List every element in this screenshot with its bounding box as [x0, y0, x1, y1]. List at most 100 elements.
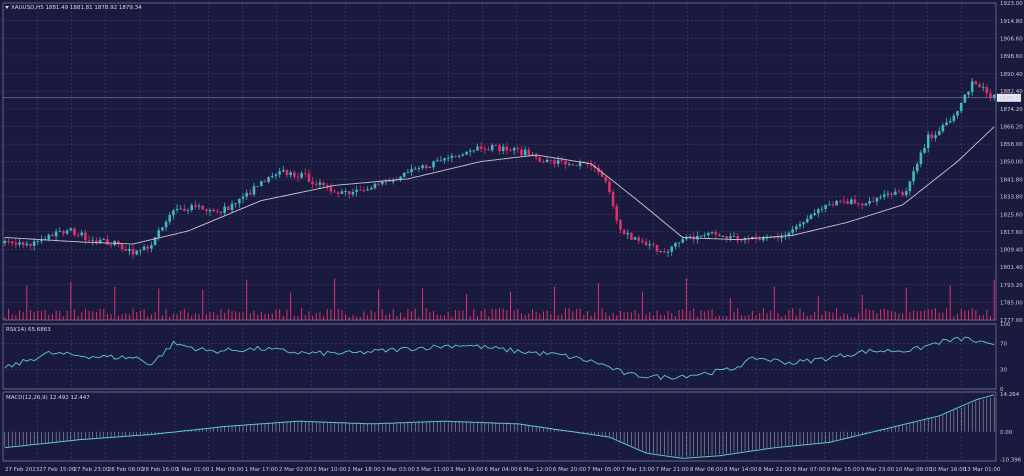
candle-body [644, 241, 648, 246]
candle-body [439, 160, 443, 162]
candle-body [805, 218, 809, 223]
x-axis-label: 9 Mar 15:00 [827, 467, 861, 473]
candle-body [435, 160, 439, 162]
candle-body [824, 205, 827, 209]
candle-body [131, 248, 135, 255]
candle-body [322, 182, 325, 186]
x-axis-label: 2 Mar 18:00 [347, 467, 381, 473]
candle-body [941, 125, 945, 132]
candle-body [498, 145, 501, 152]
price-tick-label: 1898.60 [1000, 54, 1023, 60]
candle-body [7, 240, 10, 242]
candle-body [655, 245, 659, 252]
candle-body [802, 222, 805, 225]
candle-body [234, 203, 237, 205]
price-tick-label: 1777.00 [1000, 318, 1023, 324]
candle-body [732, 236, 736, 237]
candle-body [65, 230, 69, 234]
candle-body [992, 94, 996, 98]
price-tick-label: 1793.20 [1000, 283, 1023, 289]
candle-body [260, 181, 263, 187]
candle-body [241, 196, 245, 199]
price-tick-label: 1882.40 [1000, 89, 1023, 95]
macd-tick-label: -10.396 [1000, 457, 1022, 463]
candle-body [399, 176, 402, 180]
candle-body [967, 91, 970, 95]
price-tick-label: 1825.60 [1000, 212, 1023, 218]
candle-body [795, 226, 798, 230]
candle-body [3, 240, 7, 244]
candle-body [915, 164, 919, 172]
candle-body [901, 192, 904, 196]
candle-body [190, 205, 194, 211]
candle-body [600, 172, 604, 177]
candle-body [380, 181, 384, 185]
candle-body [663, 251, 666, 253]
candle-body [505, 146, 509, 151]
candle-body [956, 111, 959, 116]
candle-body [608, 181, 611, 193]
candle-body [208, 209, 212, 212]
candle-body [161, 227, 164, 231]
candle-body [102, 239, 106, 241]
candle-body [710, 232, 714, 234]
price-tick-label: 1850.00 [1000, 160, 1023, 166]
candle-body [659, 251, 663, 252]
rsi-tick-label: 70 [1000, 342, 1007, 348]
candle-body [674, 243, 677, 247]
candle-body [465, 151, 468, 155]
candle-body [10, 241, 14, 244]
price-tick-label: 1923.00 [1000, 1, 1023, 7]
candle-body [468, 150, 472, 152]
candle-body [428, 167, 432, 169]
candle-body [172, 210, 175, 216]
x-axis-label: 9 Mar 07:00 [793, 467, 827, 473]
dropdown-arrow-icon[interactable] [5, 6, 9, 9]
candle-body [117, 241, 120, 245]
candle-body [703, 234, 706, 236]
candle-body [721, 236, 725, 237]
rsi-tick-label: 100 [1000, 322, 1011, 328]
candle-body [289, 172, 292, 176]
candle-body [21, 242, 25, 246]
candle-body [860, 203, 864, 206]
x-axis-label: 10 Mar 08:00 [895, 467, 932, 473]
candle-body [421, 165, 424, 169]
candle-body [542, 161, 545, 163]
candle-body [490, 145, 494, 151]
price-tick-label: 1833.80 [1000, 195, 1023, 201]
candle-body [325, 185, 329, 187]
candle-body [454, 155, 457, 157]
candle-body [249, 192, 252, 195]
candle-body [274, 174, 278, 176]
x-axis-label: 27 Feb 2023 [5, 467, 40, 473]
candle-body [219, 211, 223, 214]
candle-body [981, 86, 985, 88]
candle-body [564, 160, 567, 165]
candle-body [791, 229, 794, 233]
price-tick-label: 1785.00 [1000, 301, 1023, 307]
x-axis-label: 13 Mar 01:00 [964, 467, 1001, 473]
candle-body [589, 164, 593, 166]
candle-body [615, 205, 619, 221]
candle-body [366, 189, 369, 191]
candle-body [106, 239, 109, 245]
candle-body [630, 232, 633, 240]
x-axis-label: 27 Feb 15:00 [39, 467, 76, 473]
candle-body [516, 147, 520, 150]
candle-body [611, 192, 615, 206]
candle-body [886, 193, 890, 195]
candle-body [307, 173, 311, 182]
candle-body [930, 134, 934, 139]
candle-body [358, 189, 362, 191]
candle-body [633, 237, 637, 240]
candle-body [798, 224, 802, 227]
candle-body [168, 215, 172, 222]
candle-body [58, 231, 62, 232]
candle-body [14, 243, 18, 245]
candle-body [212, 209, 215, 212]
candle-body [762, 237, 765, 241]
candle-body [216, 211, 219, 213]
candle-body [340, 191, 344, 194]
